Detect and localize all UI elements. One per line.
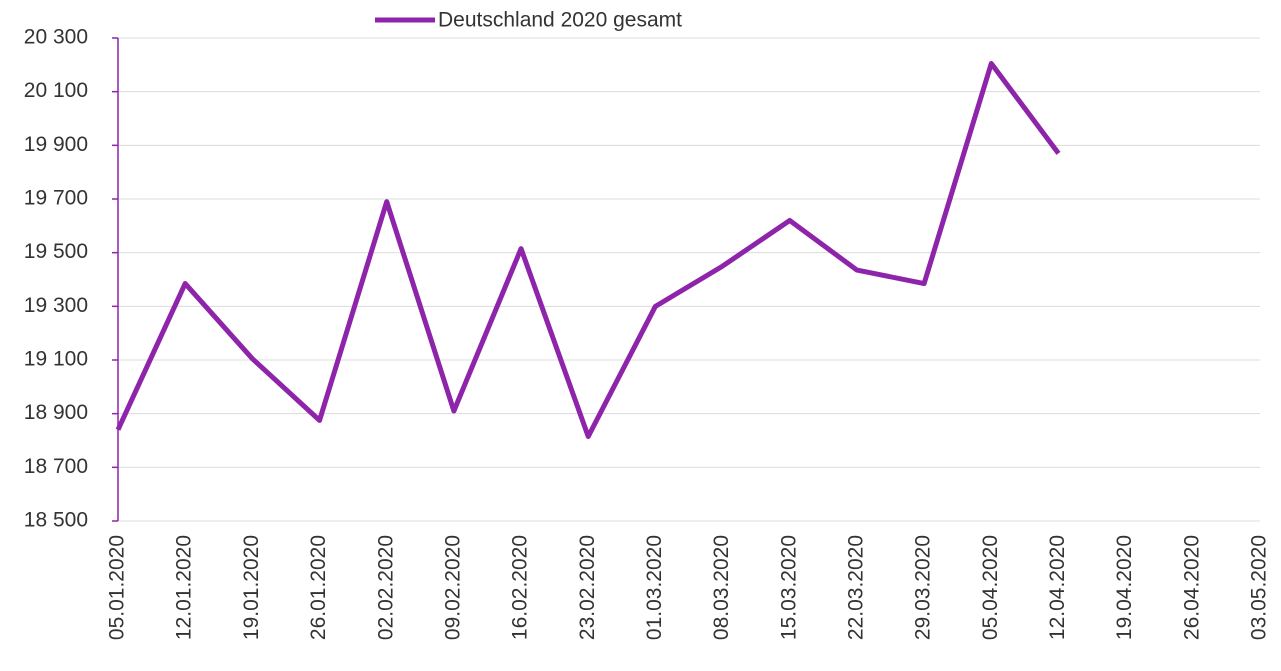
x-tick-label: 19.04.2020 [1113, 535, 1136, 640]
y-tick-label: 18 700 [24, 455, 88, 478]
x-tick-label: 01.03.2020 [643, 535, 666, 640]
x-tick-label: 09.02.2020 [441, 535, 464, 640]
x-tick-label: 15.03.2020 [777, 535, 800, 640]
x-tick-label: 22.03.2020 [844, 535, 867, 640]
x-tick-label: 02.02.2020 [374, 535, 397, 640]
x-tick-label: 05.04.2020 [979, 535, 1002, 640]
x-tick-label: 12.04.2020 [1046, 535, 1069, 640]
y-tick-label: 20 100 [24, 79, 88, 102]
legend-label: Deutschland 2020 gesamt [438, 9, 682, 32]
x-tick-label: 03.05.2020 [1248, 535, 1271, 640]
x-tick-label: 26.01.2020 [307, 535, 330, 640]
y-tick-label: 19 700 [24, 187, 88, 210]
x-tick-label: 19.01.2020 [240, 535, 263, 640]
y-tick-label: 19 500 [24, 240, 88, 263]
x-tick-label: 12.01.2020 [173, 535, 196, 640]
y-tick-label: 18 900 [24, 401, 88, 424]
x-tick-label: 23.02.2020 [576, 535, 599, 640]
x-tick-label: 16.02.2020 [509, 535, 532, 640]
y-tick-label: 18 500 [24, 509, 88, 532]
x-tick-label: 05.01.2020 [106, 535, 129, 640]
x-tick-label: 08.03.2020 [710, 535, 733, 640]
x-tick-label: 29.03.2020 [912, 535, 935, 640]
y-tick-label: 19 100 [24, 348, 88, 371]
y-tick-label: 20 300 [24, 26, 88, 49]
x-tick-label: 26.04.2020 [1180, 535, 1203, 640]
line [115, 60, 1061, 439]
y-tick-label: 19 900 [24, 133, 88, 156]
y-tick-label: 19 300 [24, 294, 88, 317]
